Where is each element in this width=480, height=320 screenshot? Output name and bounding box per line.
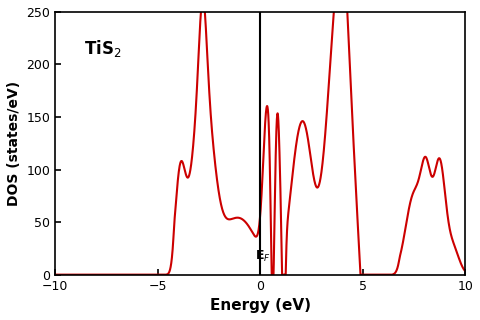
Text: E$_F$: E$_F$	[255, 249, 271, 264]
X-axis label: Energy (eV): Energy (eV)	[210, 298, 311, 313]
Text: TiS$_2$: TiS$_2$	[84, 38, 121, 59]
Y-axis label: DOS (states/eV): DOS (states/eV)	[7, 81, 21, 206]
